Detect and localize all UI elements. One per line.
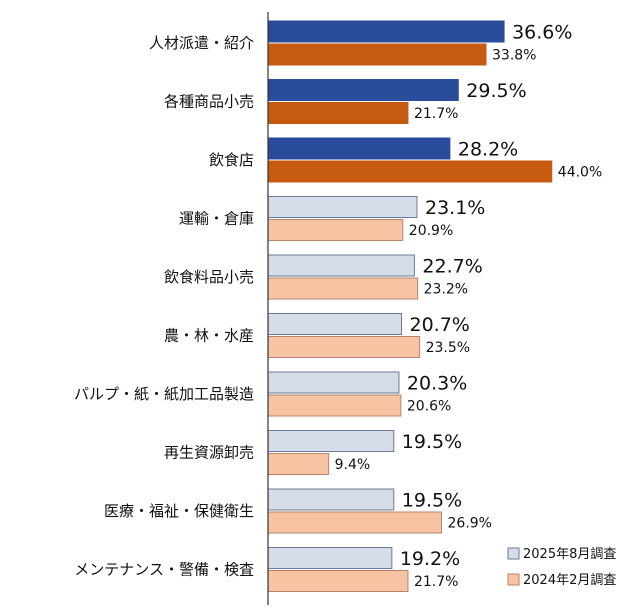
legend: 2025年8月調査 2024年2月調査 xyxy=(507,547,616,588)
bar-2025 xyxy=(267,254,415,277)
bar-2025 xyxy=(267,313,403,335)
bar-2024 xyxy=(267,102,409,124)
bar-2024 xyxy=(267,511,443,534)
value-label-2024: 21.7% xyxy=(414,574,458,590)
category-labels-group: 人材派遣・紹介各種商品小売飲食店運輸・倉庫飲食料品小売農・林・水産パルプ・紙・紙… xyxy=(74,34,254,579)
value-label-2024: 44.0% xyxy=(558,165,602,181)
category-label: パルプ・紙・紙加工品製造 xyxy=(74,385,254,403)
category-label: 人材派遣・紹介 xyxy=(149,34,254,52)
bar-2024 xyxy=(267,570,409,592)
value-label-2025: 23.1% xyxy=(425,197,485,219)
bar-2024 xyxy=(267,43,487,66)
value-label-2024: 20.6% xyxy=(407,399,451,415)
category-label: 運輸・倉庫 xyxy=(179,210,254,228)
value-label-2025: 19.5% xyxy=(402,431,462,453)
bar-2024 xyxy=(267,336,421,358)
value-label-2024: 26.9% xyxy=(448,516,492,532)
category-label: 医療・福祉・保健衛生 xyxy=(104,502,254,520)
bar-2025 xyxy=(267,371,400,394)
category-label: 再生資源卸売 xyxy=(164,444,254,462)
value-label-2025: 20.3% xyxy=(407,373,467,395)
value-label-2025: 28.2% xyxy=(458,139,518,161)
legend-swatch xyxy=(507,573,520,586)
bar-2025 xyxy=(267,430,395,452)
category-label: 各種商品小売 xyxy=(164,93,254,111)
legend-label: 2025年8月調査 xyxy=(523,547,616,562)
legend-label: 2024年2月調査 xyxy=(523,573,616,588)
value-label-2025: 22.7% xyxy=(422,256,482,278)
bar-2024 xyxy=(267,219,404,241)
category-label: メンテナンス・警備・検査 xyxy=(74,561,254,579)
bar-2025 xyxy=(267,196,418,218)
value-label-2024: 23.2% xyxy=(424,282,468,298)
value-label-2025: 20.7% xyxy=(410,314,470,336)
legend-swatch xyxy=(507,547,520,560)
value-label-2024: 33.8% xyxy=(492,48,536,64)
value-label-2024: 9.4% xyxy=(335,457,371,473)
bar-2025 xyxy=(267,20,505,43)
category-label: 農・林・水産 xyxy=(164,327,254,345)
bar-2024 xyxy=(267,277,419,300)
value-label-2024: 23.5% xyxy=(426,340,470,356)
value-label-2025: 19.5% xyxy=(402,490,462,512)
bar-2024 xyxy=(267,160,553,183)
value-label-2025: 29.5% xyxy=(466,80,526,102)
value-label-2024: 20.9% xyxy=(409,223,453,239)
bar-2025 xyxy=(267,79,459,101)
bar-2025 xyxy=(267,488,395,511)
bar-2024 xyxy=(267,394,402,417)
value-label-2025: 36.6% xyxy=(512,22,572,44)
category-label: 飲食料品小売 xyxy=(164,268,254,286)
bar-2025 xyxy=(267,547,393,569)
value-labels-group: 36.6% 33.8% 29.5% 21.7% 28.2% 44.0% 23.1% 20.9%… xyxy=(335,22,603,591)
value-label-2024: 21.7% xyxy=(414,106,458,122)
bar-2025 xyxy=(267,137,451,160)
category-label: 飲食店 xyxy=(209,151,254,169)
bar-2024 xyxy=(267,453,330,475)
value-label-2025: 19.2% xyxy=(400,548,460,570)
